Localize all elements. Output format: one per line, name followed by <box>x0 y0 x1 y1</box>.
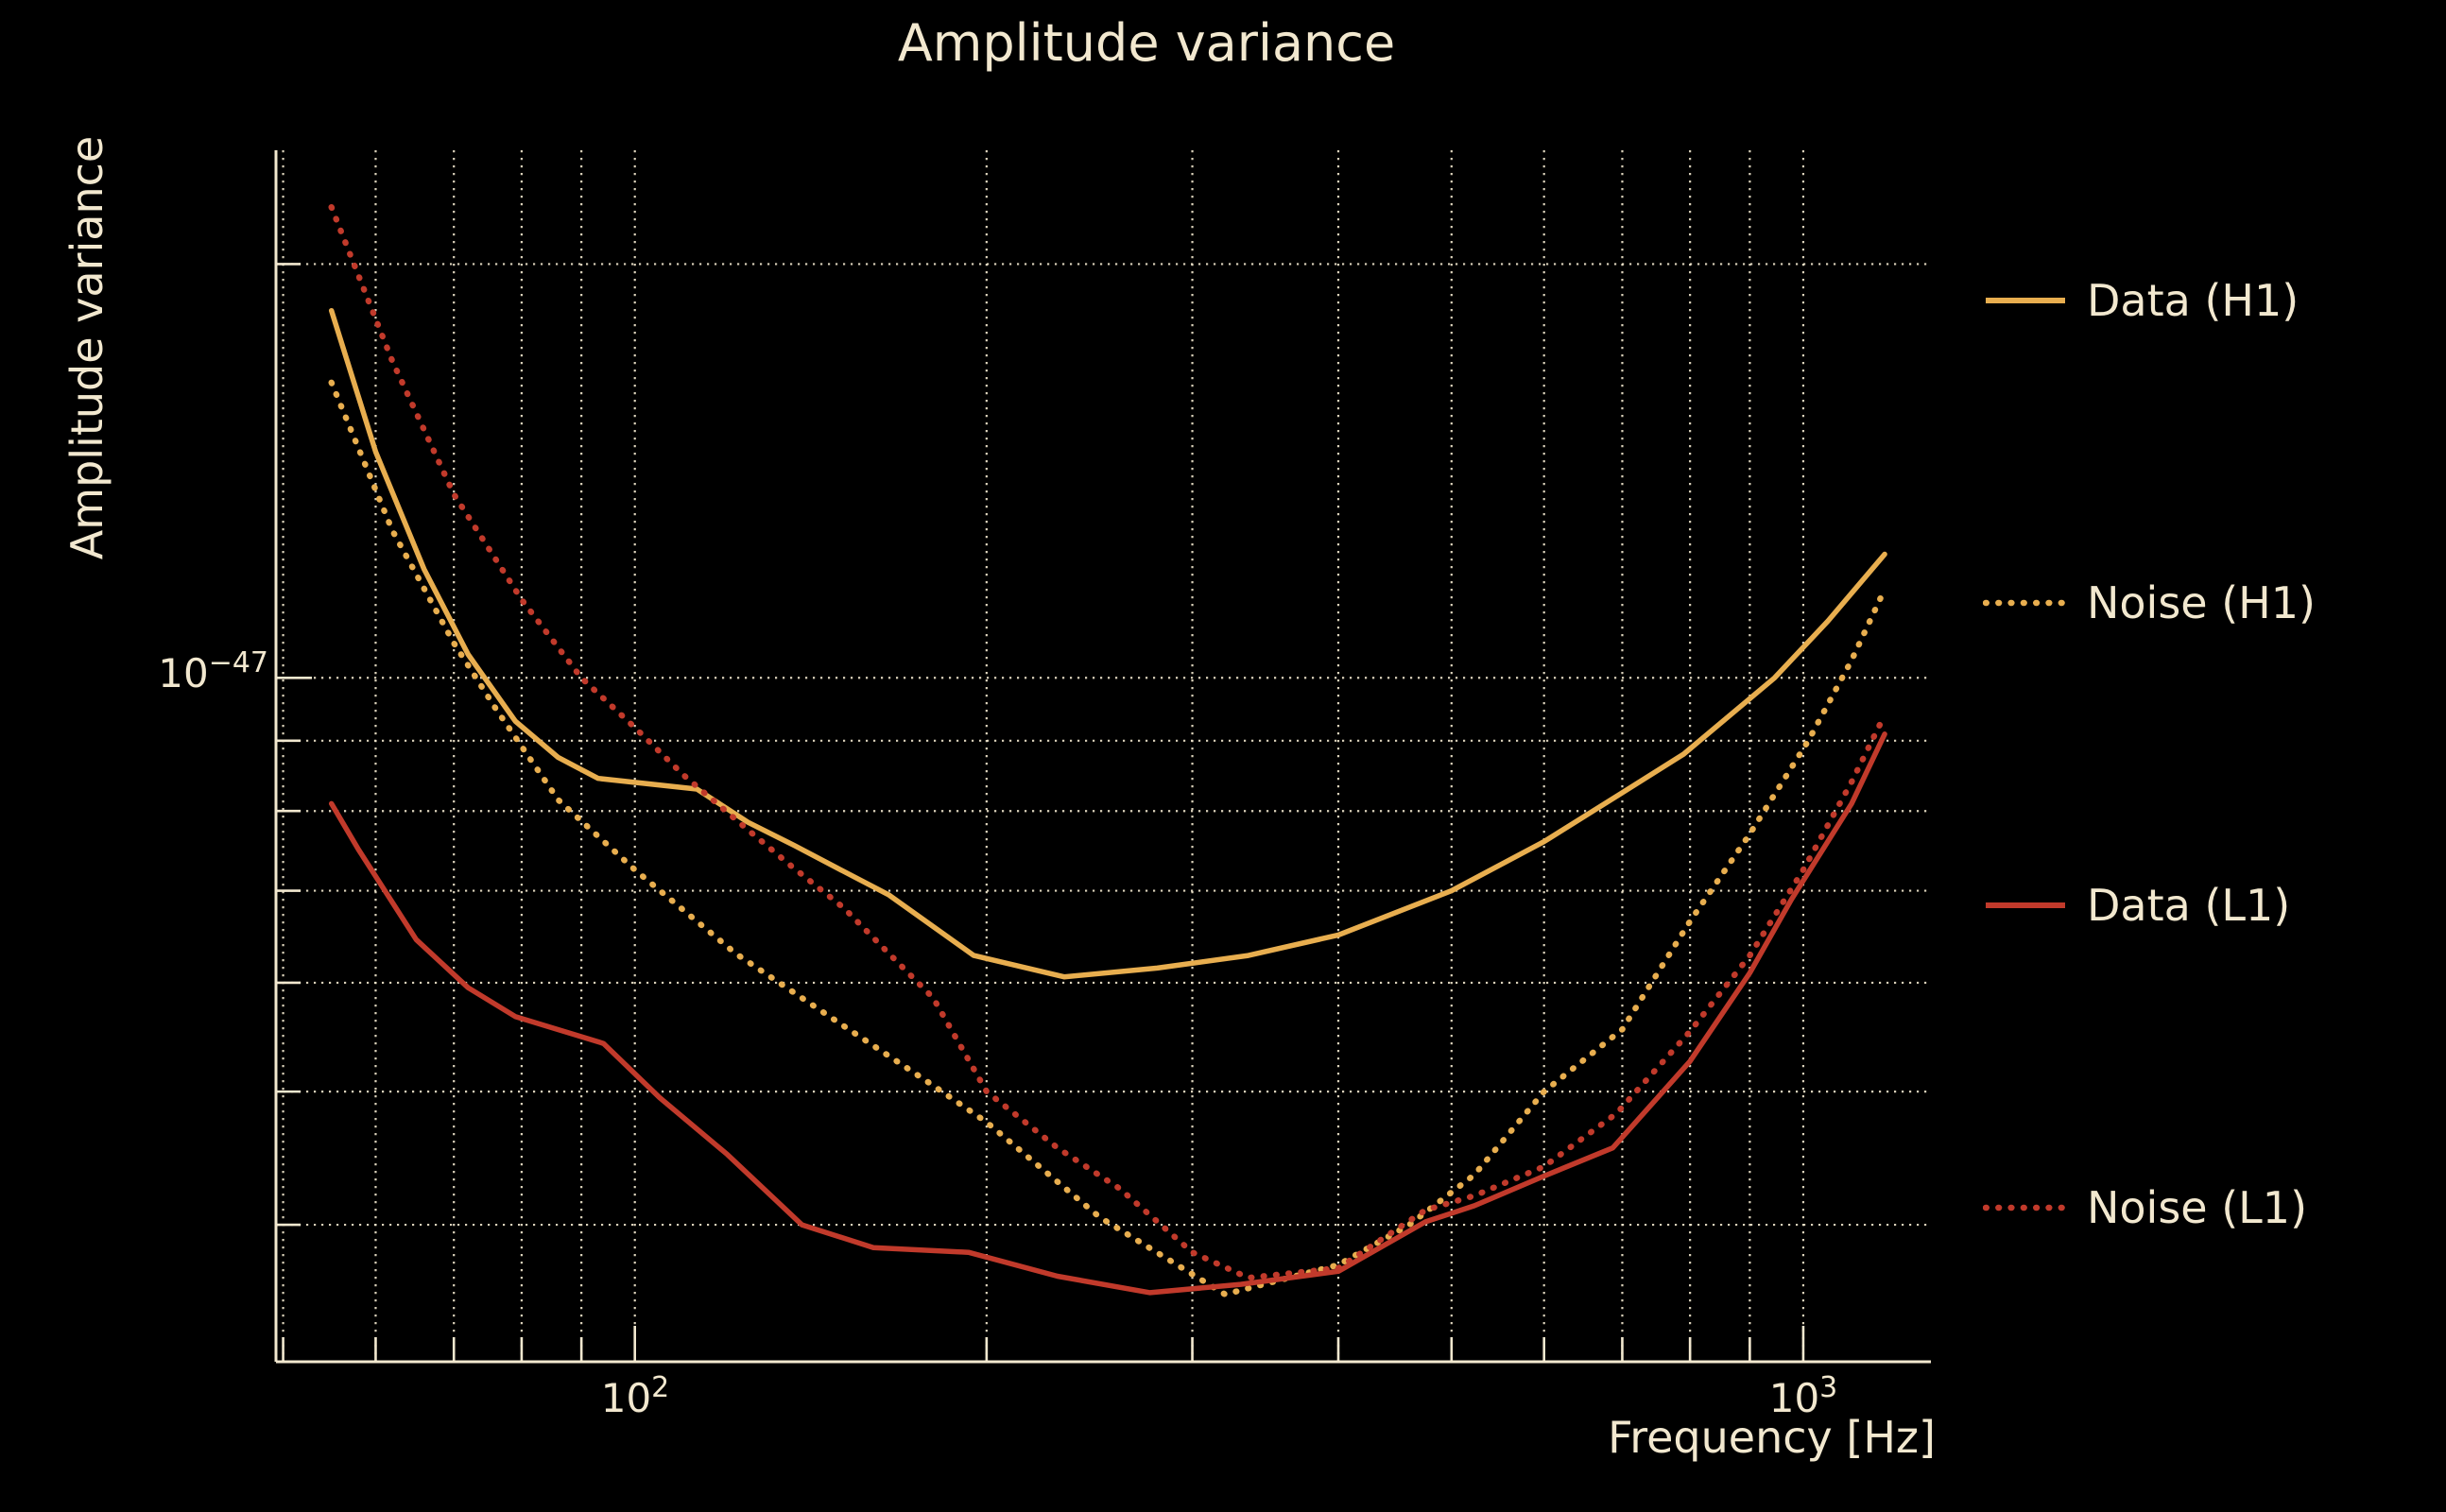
series-curve-data-l1 <box>328 731 1887 1296</box>
series-curve-noise-l1 <box>328 203 1888 1281</box>
x-tick-label-1000: 103 <box>1768 1371 1838 1421</box>
series-curve-noise-h1 <box>328 379 1888 1298</box>
legend-line-sample-noise-h1 <box>1983 599 2068 607</box>
legend-line-sample-noise-l1 <box>1983 1204 2068 1211</box>
x-tick-base: 10 <box>600 1375 652 1421</box>
y-axis-label: Amplitude variance <box>61 135 112 560</box>
x-axis-label: Frequency [Hz] <box>1608 1412 1936 1463</box>
x-tick-label-100: 102 <box>600 1371 670 1421</box>
x-tick-base: 10 <box>1768 1375 1820 1421</box>
legend-label: Noise (H1) <box>2087 577 2316 628</box>
legend-entry-noise-h1: Noise (H1) <box>1983 573 2316 633</box>
legend-entry-data-l1: Data (L1) <box>1983 875 2290 936</box>
x-tick-exponent: 2 <box>651 1371 670 1404</box>
y-tick-base: 10 <box>158 650 209 696</box>
legend-entry-noise-l1: Noise (L1) <box>1983 1177 2307 1238</box>
series-curve-data-h1 <box>328 307 1887 980</box>
x-tick-exponent: 3 <box>1819 1371 1838 1404</box>
legend-label: Noise (L1) <box>2087 1182 2308 1233</box>
legend-label: Data (L1) <box>2087 880 2291 931</box>
y-tick-label-1e-47: 10−47 <box>140 646 268 696</box>
legend-entry-data-h1: Data (H1) <box>1983 270 2299 331</box>
legend-label: Data (H1) <box>2087 275 2300 326</box>
y-tick-exponent: −47 <box>208 646 268 679</box>
chart-title: Amplitude variance <box>897 13 1396 73</box>
legend-line-sample-data-l1 <box>1986 902 2065 908</box>
legend-line-sample-data-h1 <box>1986 298 2065 303</box>
